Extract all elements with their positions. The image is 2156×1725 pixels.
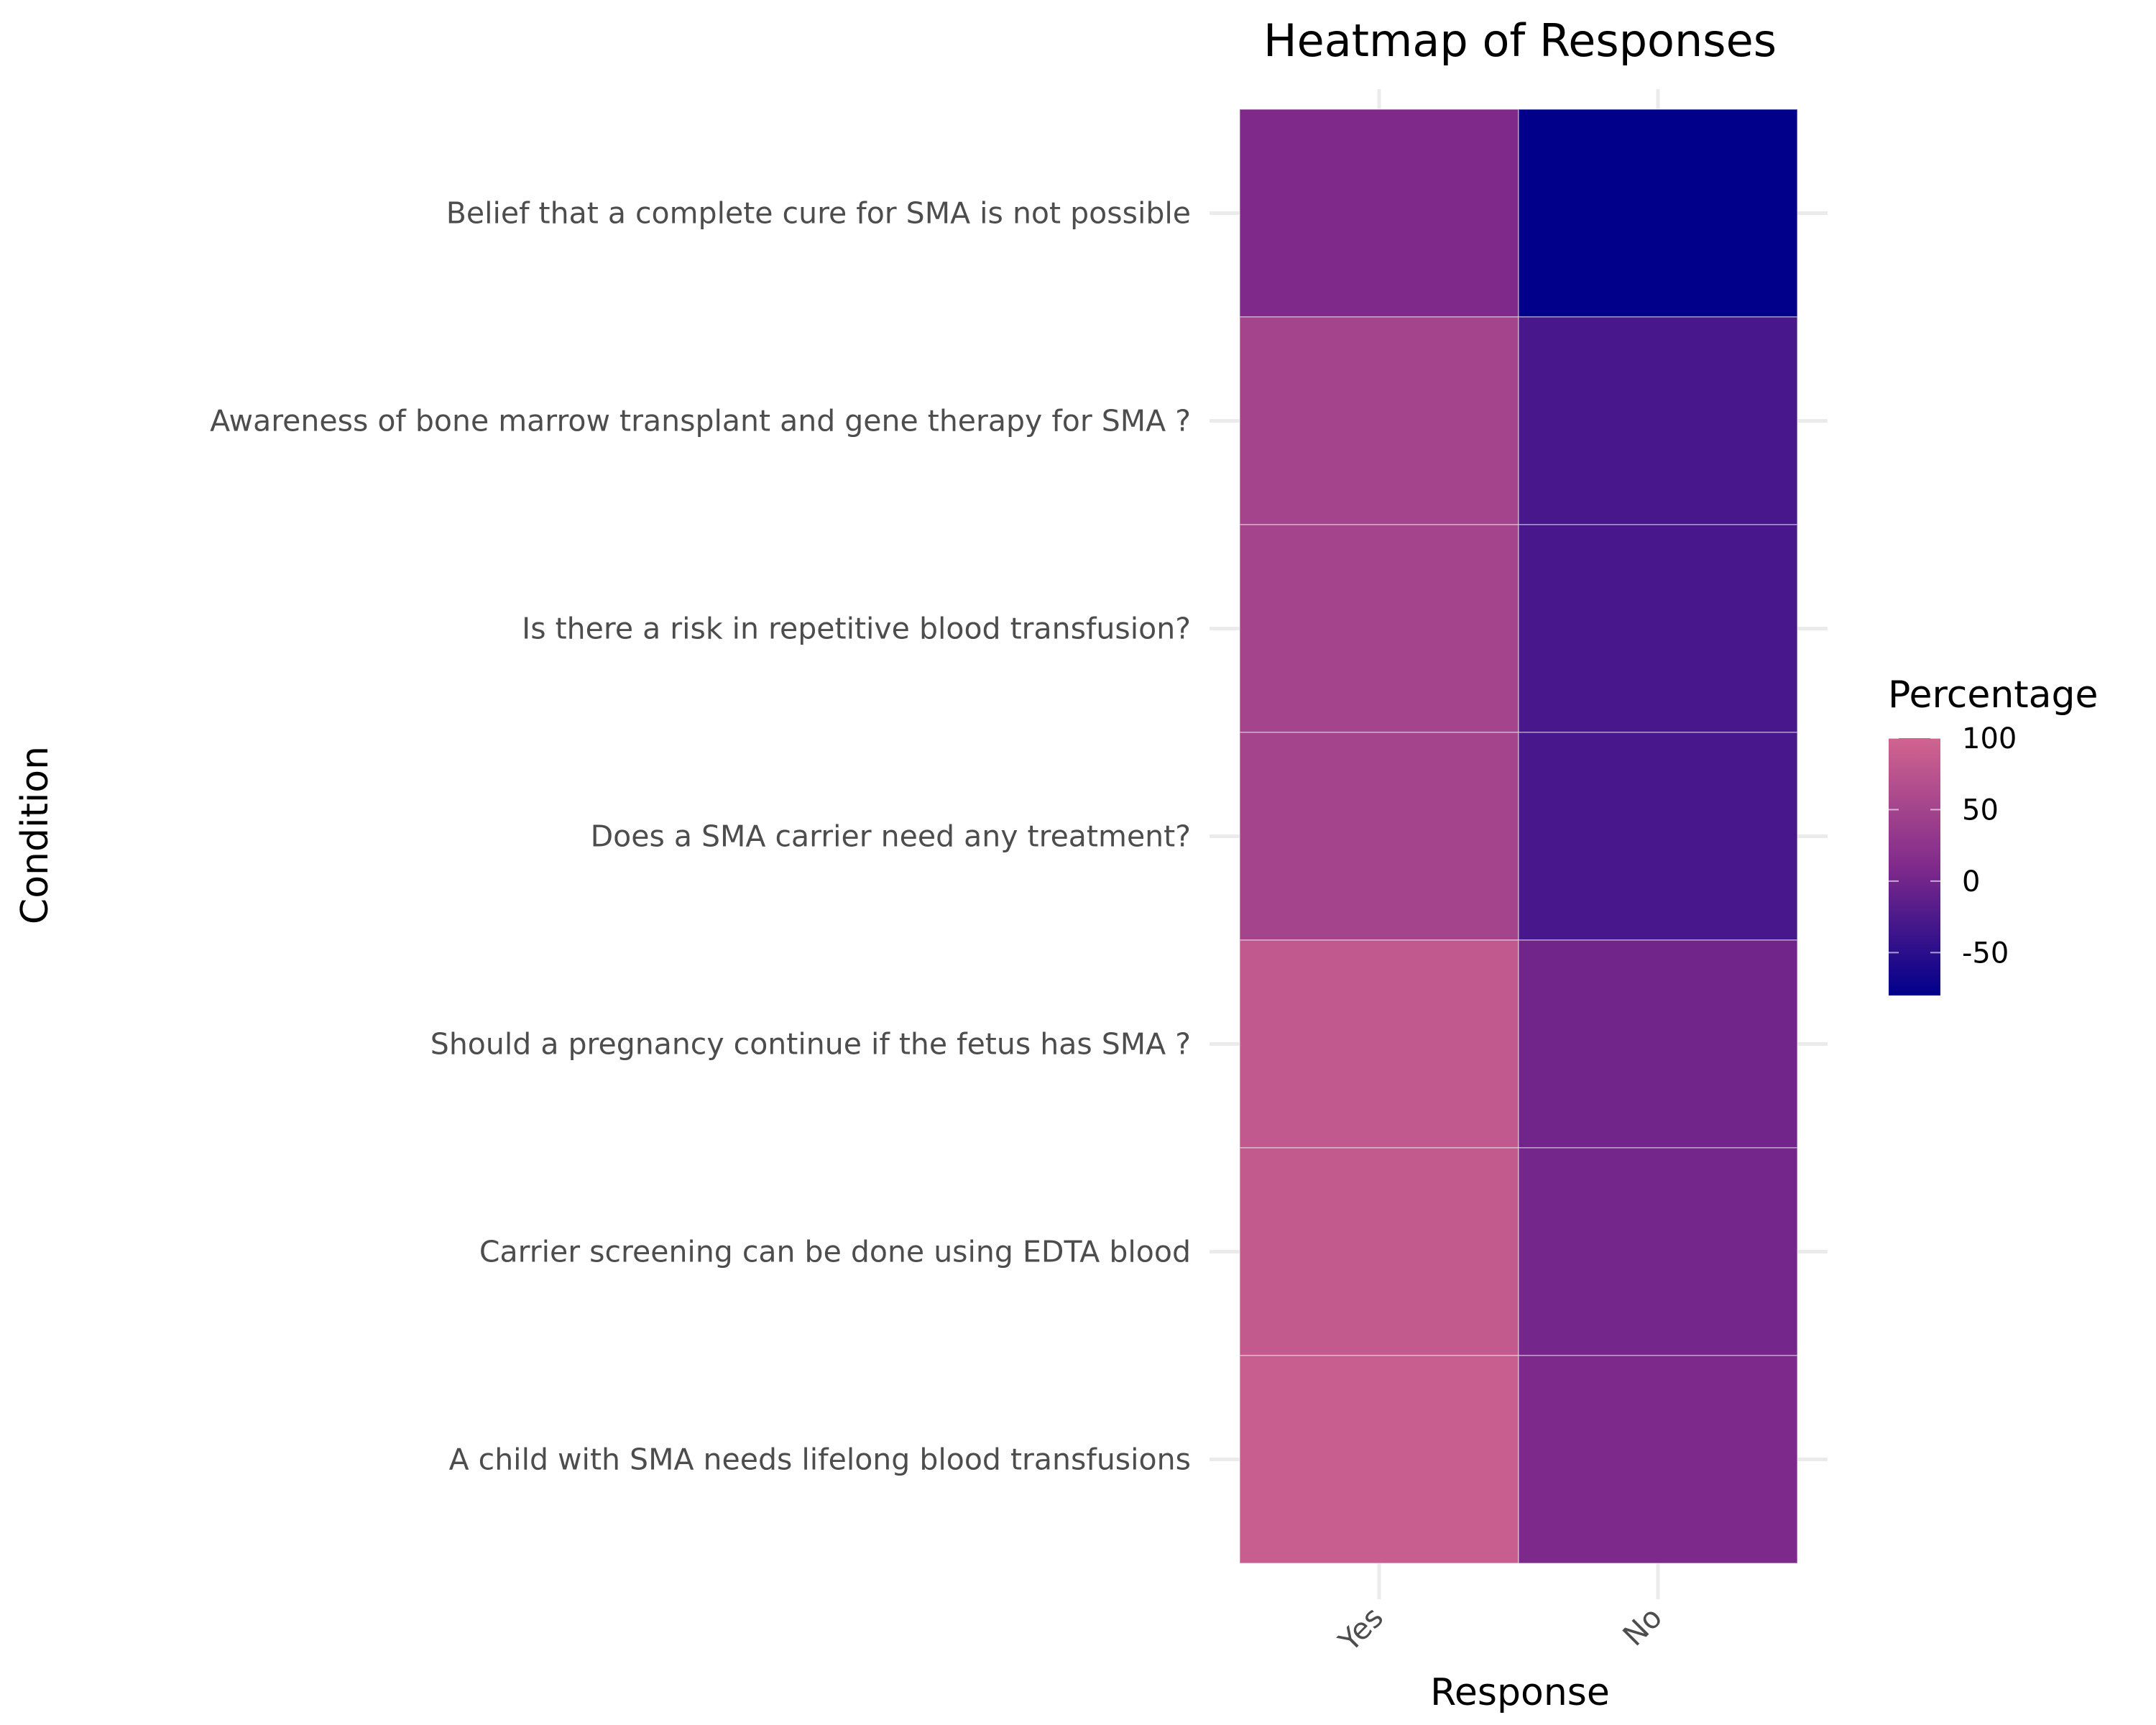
heatmap-cell [1239,1355,1519,1564]
x-tick-label: Yes [1332,1600,1390,1658]
chart-title: Heatmap of Responses [1263,14,1777,67]
y-tick-label: Should a pregnancy continue if the fetus… [430,1027,1191,1062]
heatmap-cell [1239,939,1519,1149]
heatmap-cell [1239,316,1519,525]
heatmap-cell [1239,109,1519,318]
heatmap-cell [1518,316,1798,525]
legend-tick-label: 100 [1962,722,2017,755]
y-tick-labels: Belief that a complete cure for SMA is n… [210,196,1191,1477]
legend-title: Percentage [1888,673,2099,717]
y-tick-label: Belief that a complete cure for SMA is n… [446,196,1191,231]
heatmap-cell [1518,524,1798,733]
heatmap-cell [1518,939,1798,1149]
x-tick-label: No [1616,1600,1669,1652]
heatmap-cell [1518,1147,1798,1356]
legend-tick-label: -50 [1962,937,2009,970]
x-tick-labels: Yes No [1332,1600,1669,1658]
y-tick-label: Does a SMA carrier need any treatment? [591,819,1191,854]
heatmap-cell [1518,109,1798,318]
color-legend: Percentage 100 50 0 -50 [1888,673,2099,995]
y-tick-label: Is there a risk in repetitive blood tran… [522,612,1191,646]
y-tick-label: A child with SMA needs lifelong blood tr… [449,1443,1191,1477]
heatmap-cell [1239,1147,1519,1356]
legend-colorbar [1889,738,1940,995]
y-axis-title: Condition [14,746,57,924]
x-axis-title: Response [1430,1671,1610,1714]
y-tick-label: Awareness of bone marrow transplant and … [210,404,1191,438]
heatmap-cells [1239,109,1798,1564]
heatmap-cell [1518,1355,1798,1564]
legend-tick-label: 0 [1962,865,1980,898]
heatmap-cell [1239,524,1519,733]
legend-tick-label: 50 [1962,794,1999,827]
heatmap-cell [1518,732,1798,941]
heatmap-cell [1239,732,1519,941]
y-tick-label: Carrier screening can be done using EDTA… [479,1235,1191,1269]
legend-ticks: 100 50 0 -50 [1889,722,2017,970]
